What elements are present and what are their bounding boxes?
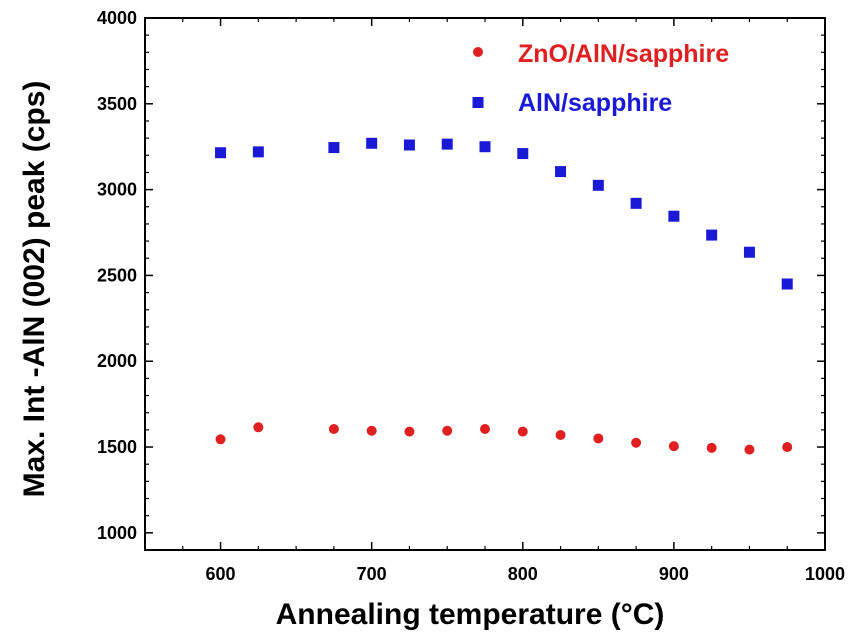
x-axis-title: Annealing temperature (°C) <box>276 598 665 631</box>
y-axis-title: Max. Int -AlN (002) peak (cps) <box>18 81 51 498</box>
y-tick-label: 3500 <box>97 94 137 114</box>
point-alnsapphire <box>781 278 793 290</box>
point-znoalnsapphire <box>555 430 566 441</box>
y-tick-label: 2500 <box>97 265 137 285</box>
point-alnsapphire <box>555 166 567 178</box>
point-znoalnsapphire <box>328 424 339 435</box>
point-alnsapphire <box>668 210 680 222</box>
y-tick-label: 1000 <box>97 523 137 543</box>
point-znoalnsapphire <box>782 442 793 453</box>
legend: ZnO/AlN/sapphire AlN/sapphire <box>472 40 729 117</box>
point-znoalnsapphire <box>706 442 717 453</box>
tick-marks <box>145 18 825 550</box>
x-tick-label: 900 <box>659 564 689 584</box>
x-tick-label: 1000 <box>805 564 845 584</box>
legend-label-alnsapphire: AlN/sapphire <box>518 89 672 117</box>
y-tick-label: 2000 <box>97 351 137 371</box>
y-tick-labels: 1000 1500 2000 2500 3000 3500 4000 <box>97 8 137 543</box>
point-alnsapphire <box>215 147 227 159</box>
point-znoalnsapphire <box>215 434 226 445</box>
x-tick-label: 600 <box>206 564 236 584</box>
point-alnsapphire <box>517 148 529 160</box>
point-alnsapphire <box>441 138 453 150</box>
point-alnsapphire <box>366 137 378 149</box>
point-znoalnsapphire <box>668 441 679 452</box>
point-alnsapphire <box>328 142 340 154</box>
point-znoalnsapphire <box>253 422 264 433</box>
point-znoalnsapphire <box>366 425 377 436</box>
legend-label-znoalnsapphire: ZnO/AlN/sapphire <box>518 40 729 68</box>
point-alnsapphire <box>479 141 491 153</box>
legend-marker-znoalnsapphire <box>473 47 483 57</box>
point-znoalnsapphire <box>517 426 528 437</box>
y-tick-label: 4000 <box>97 8 137 28</box>
point-znoalnsapphire <box>442 425 453 436</box>
point-alnsapphire <box>630 197 642 209</box>
y-tick-label: 1500 <box>97 437 137 457</box>
point-alnsapphire <box>403 139 415 151</box>
x-tick-label: 700 <box>357 564 387 584</box>
point-alnsapphire <box>592 179 604 191</box>
data-points <box>215 137 793 455</box>
legend-marker-alnsapphire <box>472 97 484 108</box>
x-tick-label: 800 <box>508 564 538 584</box>
point-alnsapphire <box>743 246 755 258</box>
point-znoalnsapphire <box>744 444 755 455</box>
point-alnsapphire <box>706 229 718 241</box>
y-tick-label: 3000 <box>97 180 137 200</box>
point-alnsapphire <box>252 146 264 158</box>
plot-frame <box>144 17 826 551</box>
x-tick-labels: 600 700 800 900 1000 <box>206 564 845 584</box>
point-znoalnsapphire <box>480 424 490 435</box>
point-znoalnsapphire <box>631 437 642 448</box>
point-znoalnsapphire <box>593 433 604 444</box>
point-znoalnsapphire <box>404 426 415 437</box>
